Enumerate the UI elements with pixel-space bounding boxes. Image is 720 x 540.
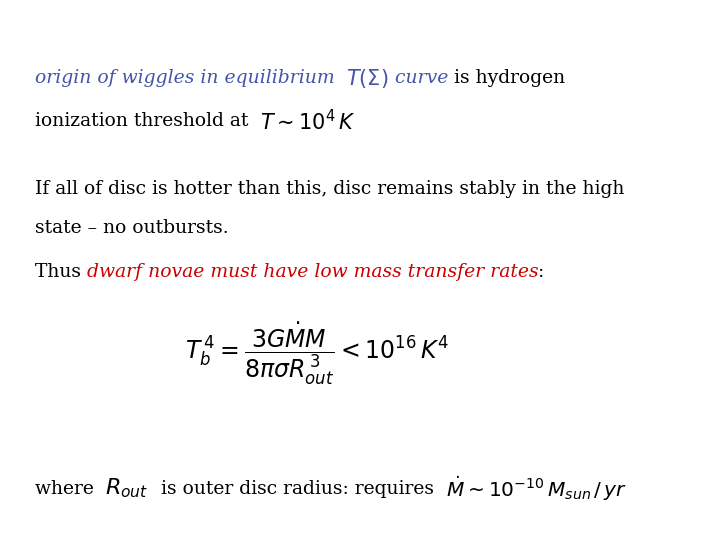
Text: state – no outbursts.: state – no outbursts. [35, 219, 228, 237]
Text: $T(\Sigma)$: $T(\Sigma)$ [346, 67, 389, 90]
Text: $T_b^{\,4} = \dfrac{3G\dot{M}M}{8\pi\sigma R_{out}^{\,3}} < 10^{16}\,K^4$: $T_b^{\,4} = \dfrac{3G\dot{M}M}{8\pi\sig… [185, 320, 449, 387]
Text: is outer disc radius: requires: is outer disc radius: requires [149, 480, 446, 498]
Text: $R_{out}$: $R_{out}$ [105, 477, 149, 501]
Text: Thus: Thus [35, 262, 86, 281]
Text: dwarf novae must have low mass transfer rates: dwarf novae must have low mass transfer … [86, 262, 538, 281]
Text: origin of wiggles in equilibrium: origin of wiggles in equilibrium [35, 69, 346, 87]
Text: ionization threshold at: ionization threshold at [35, 112, 260, 131]
Text: where: where [35, 480, 105, 498]
Text: $T \sim 10^4\,K$: $T \sim 10^4\,K$ [260, 109, 356, 134]
Text: is hydrogen: is hydrogen [448, 69, 565, 87]
Text: :: : [538, 262, 544, 281]
Text: $\dot{M} \sim 10^{-10}\,M_{sun}\,/\,yr$: $\dot{M} \sim 10^{-10}\,M_{sun}\,/\,yr$ [446, 474, 627, 503]
Text: If all of disc is hotter than this, disc remains stably in the high: If all of disc is hotter than this, disc… [35, 180, 624, 198]
Text: curve: curve [389, 69, 448, 87]
